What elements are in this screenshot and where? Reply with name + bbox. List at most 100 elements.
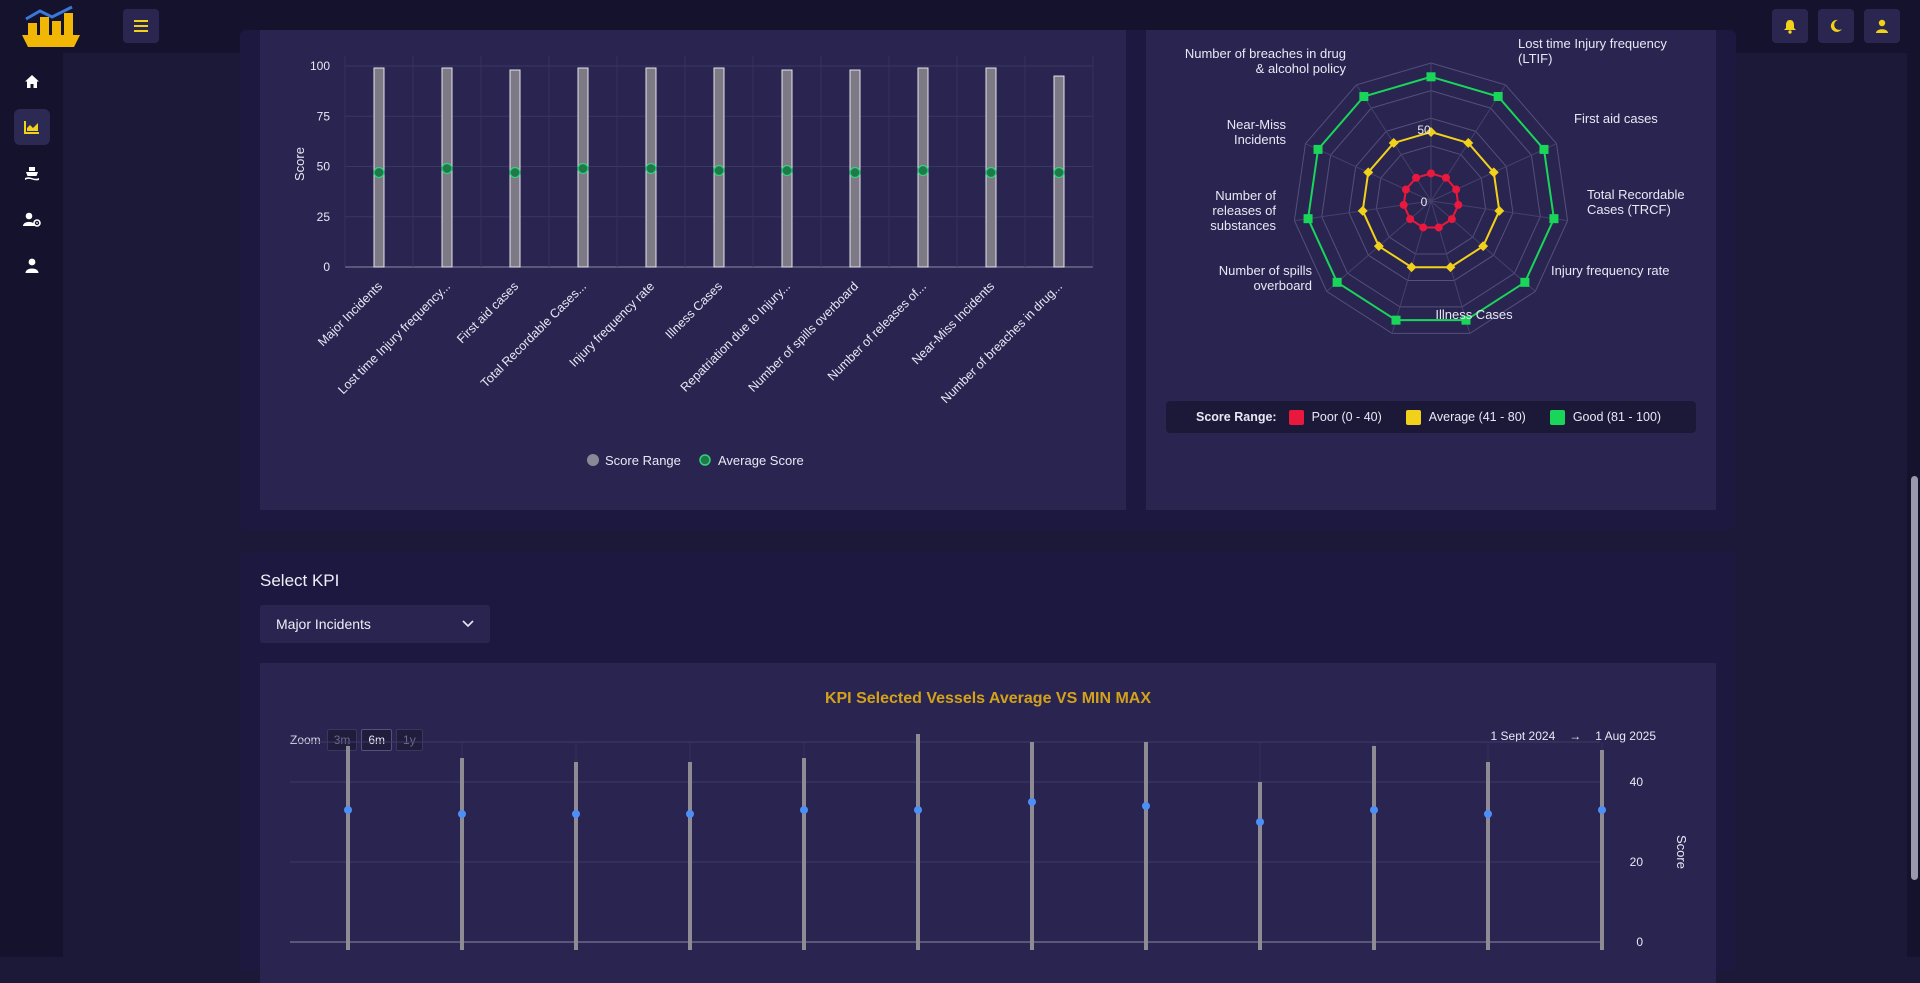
score-range-chart-card: 0 25 50 75 100 Major Incidents Lost time Inju… [260,30,1126,510]
radar-axis-label: Total Recordable Cases (TRCF) [1587,187,1685,217]
radar-point-average [1494,205,1505,216]
min-max-range-bar [1486,762,1490,950]
radar-axis-label: Number of breaches in drug & alcohol poli… [1185,46,1347,76]
radar-point-poor [1452,185,1461,194]
sidebar-item-profile[interactable] [14,247,50,283]
min-max-range-bar [1372,746,1376,950]
average-score-point [849,166,861,179]
average-score-point [373,166,385,179]
zoom-1y-button[interactable]: 1y [396,729,423,751]
radar-point-poor [1427,169,1435,178]
chevron-down-icon [462,620,474,628]
user-icon [25,258,39,273]
radar-grid-ring [1375,145,1487,255]
radar-point-good [1359,92,1369,102]
ship-chart-logo[interactable] [20,5,82,49]
ship-icon [25,166,39,180]
vessel-average-point [344,806,352,814]
radar-chart: Lost time Injury frequency (LTIF) First ai… [1185,36,1685,334]
radar-point-poor [1412,173,1421,182]
select-kpi-label: Select KPI [260,571,340,590]
min-max-range-bar [1600,750,1604,950]
average-score-point [985,166,997,179]
radar-point-average [1373,241,1384,252]
average-score-point [713,164,725,177]
radar-point-average [1478,241,1489,252]
vessel-average-point [1484,810,1492,818]
radar-series-average [1361,130,1501,269]
radar-point-poor [1399,200,1408,209]
radar-point-good [1313,144,1323,154]
radar-point-good [1303,214,1313,224]
radar-point-average [1445,262,1456,273]
average-score-point [917,164,929,177]
average-score-point [509,166,521,179]
zoom-label: Zoom [290,733,321,747]
kpi-min-max-chart: 0 20 40 Score [290,734,1689,950]
legend-average-score-marker [699,454,711,466]
bar-chart-legend: Score Range Average Score [587,453,804,468]
bar-y-tick-label: 100 [310,59,330,73]
average-score-point [781,164,793,177]
profile-button[interactable] [1864,9,1900,43]
min-max-range-bar [574,762,578,950]
radar-axis-label: Illness Cases [1435,307,1513,322]
notifications-button[interactable] [1772,9,1808,43]
vessel-average-point [686,810,694,818]
kpi-chart-title: KPI Selected Vessels Average VS MIN MAX [824,690,1152,707]
bell-icon [1784,19,1796,34]
legend-poor-label: Poor (0 - 40) [1311,410,1382,424]
radar-point-poor [1401,185,1410,194]
radar-axis-label: Lost time Injury frequency (LTIF) [1518,36,1667,66]
vessel-average-point [1370,806,1378,814]
radar-point-average [1388,138,1399,148]
theme-toggle-button[interactable] [1818,9,1854,43]
min-max-range-bar [916,734,920,950]
vessel-average-point [914,806,922,814]
menu-icon [134,20,148,32]
sidebar-item-home[interactable] [14,63,50,99]
bar-category-label: Lost time Injury frequency... [335,279,453,397]
page-scrollbar-thumb[interactable] [1911,476,1918,880]
radar-point-good [1539,144,1549,154]
legend-average-label: Average (41 - 80) [1428,410,1526,424]
date-from[interactable]: 1 Sept 2024 [1490,729,1556,743]
menu-button[interactable] [123,9,159,43]
radar-axis-label: Near-Miss Incidents [1227,117,1287,147]
radar-point-average [1426,127,1436,137]
kpi-select-dropdown[interactable]: Major Incidents [260,605,490,643]
bar-y-tick-label: 50 [317,160,331,174]
sidebar-item-dashboard[interactable] [14,109,50,145]
kpi-select-value: Major Incidents [276,616,371,632]
radar-tick-0: 0 [1421,195,1428,209]
moon-icon [1830,19,1842,32]
vessel-average-point [572,810,580,818]
zoom-6m-button[interactable]: 6m [361,729,393,751]
zoom-3m-button[interactable]: 3m [326,729,358,751]
radar-point-poor [1454,200,1463,209]
radar-grid-ring [1321,90,1541,308]
min-max-range-bar [1030,742,1034,950]
radar-grid-ring [1348,117,1514,281]
average-score-point [577,162,589,175]
bar-category-label: Number of spills overboard [746,279,862,395]
kpi-y-tick-label: 0 [1636,935,1643,949]
radar-point-good [1426,72,1436,82]
legend-good-label: Good (81 - 100) [1572,410,1662,424]
user-settings-icon [23,212,41,227]
min-max-range-bar [688,762,692,950]
min-max-range-bar [1258,782,1262,950]
vessel-average-point [1142,802,1150,810]
min-max-range-bar [802,758,806,950]
radar-point-average [1488,167,1499,178]
kpi-y-tick-label: 40 [1630,775,1644,789]
min-max-range-bar [346,746,350,950]
radar-axis-label: Injury frequency rate [1551,263,1670,278]
vessel-average-point [458,810,466,818]
sidebar-item-user-settings[interactable] [14,201,50,237]
date-to[interactable]: 1 Aug 2025 [1595,729,1656,743]
sidebar-item-vessels[interactable] [14,155,50,191]
chart-icon [24,121,39,134]
kpi-min-max-chart-card: KPI Selected Vessels Average VS MIN MAX … [260,663,1716,983]
